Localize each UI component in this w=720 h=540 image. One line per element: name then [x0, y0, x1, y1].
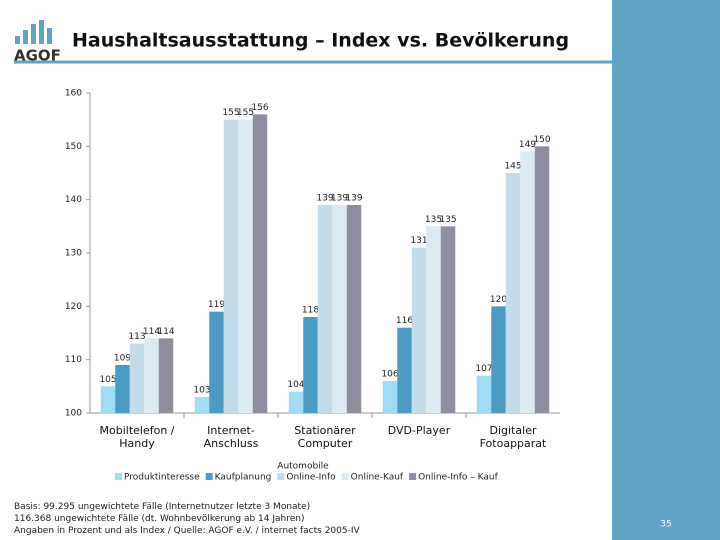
bar — [411, 247, 427, 413]
legend-label: Online-Kauf — [351, 473, 404, 483]
chart-title: Haushaltsausstattung – Index vs. Bevölke… — [72, 30, 569, 52]
y-tick-label: 110 — [65, 355, 82, 365]
bar — [382, 381, 398, 413]
value-label: 135 — [425, 215, 442, 225]
bar — [288, 391, 304, 413]
bar — [476, 375, 492, 413]
legend-swatch — [409, 473, 417, 480]
bar — [144, 338, 159, 413]
bar — [223, 119, 239, 414]
value-label: 104 — [287, 380, 304, 390]
bar — [238, 119, 253, 414]
bar — [209, 311, 224, 413]
legend-swatch — [341, 473, 349, 480]
legend-swatch — [115, 473, 122, 480]
x-tick-label: DVD-Player — [387, 424, 451, 437]
bar — [534, 146, 550, 414]
logo: AGOF — [14, 47, 61, 65]
legend-label: Produktinteresse — [124, 473, 200, 483]
bar — [252, 114, 268, 413]
value-label: 155 — [237, 108, 254, 118]
bar — [100, 386, 116, 413]
value-label: 113 — [128, 332, 145, 342]
logo-icon — [15, 20, 52, 44]
bar — [346, 205, 362, 413]
value-label: 139 — [331, 194, 348, 204]
y-tick-label: 120 — [65, 302, 82, 312]
bar — [158, 338, 174, 413]
bar — [426, 226, 441, 413]
value-label: 149 — [519, 140, 536, 150]
value-label: 131 — [410, 236, 427, 246]
legend-swatch — [277, 473, 285, 480]
value-label: 116 — [396, 316, 413, 326]
value-label: 135 — [439, 215, 456, 225]
value-label: 139 — [345, 194, 362, 204]
bar — [397, 327, 412, 413]
bar — [194, 397, 210, 413]
value-label: 155 — [222, 108, 239, 118]
value-label: 109 — [114, 354, 131, 364]
x-tick-label: Internet-Anschluss — [203, 424, 259, 450]
bar — [505, 173, 521, 413]
value-label: 120 — [490, 295, 507, 305]
value-label: 106 — [381, 370, 398, 380]
value-label: 105 — [99, 375, 116, 385]
legend-label: Online-Info – Kauf — [418, 473, 498, 483]
y-tick-label: 150 — [65, 142, 82, 152]
bar — [440, 226, 456, 413]
value-label: 118 — [302, 306, 319, 316]
bar — [491, 306, 506, 413]
bar — [332, 205, 347, 413]
value-label: 107 — [475, 364, 492, 374]
y-tick-label: 130 — [65, 249, 82, 259]
bar — [520, 151, 535, 413]
x-tick-label: Digitaler Fotoapparat — [479, 424, 547, 450]
value-label: 114 — [143, 327, 160, 337]
legend-label: Kaufplanung — [215, 473, 272, 483]
y-tick-label: 100 — [65, 409, 82, 419]
legend-swatch — [205, 473, 213, 480]
y-tick-label: 140 — [65, 195, 82, 205]
bar — [129, 343, 145, 413]
bar — [303, 317, 318, 413]
y-tick-label: 160 — [65, 89, 82, 99]
value-label: 114 — [157, 327, 174, 337]
footnote: Angaben in Prozent und als Index / Quell… — [14, 526, 360, 536]
bar — [115, 365, 130, 413]
value-label: 145 — [504, 162, 521, 172]
value-label: 103 — [193, 386, 210, 396]
value-label: 150 — [533, 135, 550, 145]
x-tick-label: Mobiltelefon / Handy — [99, 424, 175, 450]
value-label: 119 — [208, 300, 225, 310]
legend-label: Online-Info — [286, 473, 336, 483]
x-tick-label: Stationärer Computer — [294, 424, 356, 450]
value-label: 156 — [251, 103, 268, 113]
footnote: Basis: 99.295 ungewichtete Fälle (Intern… — [14, 502, 311, 512]
value-label: 139 — [316, 194, 333, 204]
page-number: 35 — [660, 520, 671, 530]
footnote: 116.368 ungewichtete Fälle (dt. Wohnbevö… — [14, 514, 305, 524]
bar — [317, 205, 333, 413]
annotation: Automobile — [277, 462, 329, 472]
side-stripe — [612, 0, 720, 540]
